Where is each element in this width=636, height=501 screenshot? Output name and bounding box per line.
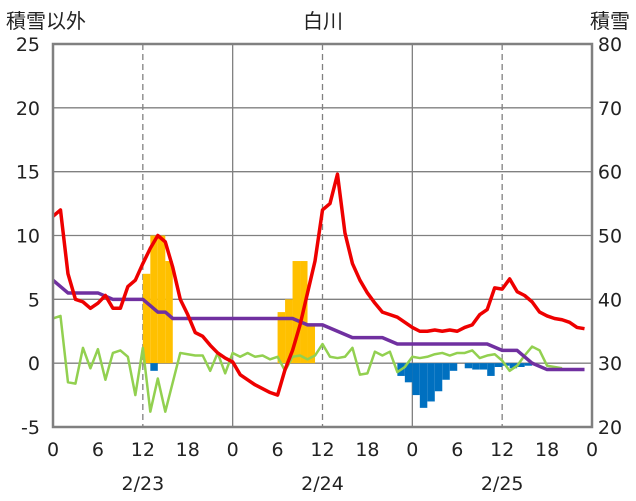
x-tick-label: 6	[272, 439, 284, 461]
right-tick-label: 70	[598, 98, 622, 120]
bar	[494, 363, 503, 367]
bar	[427, 363, 435, 402]
bar	[150, 363, 158, 371]
bar	[412, 363, 420, 396]
right-tick-label: 20	[598, 417, 622, 439]
date-label: 2/25	[481, 473, 524, 495]
series-line-humidity_like	[52, 314, 563, 413]
bar	[404, 363, 413, 383]
bar	[292, 261, 301, 364]
x-tick-label: 18	[355, 439, 379, 461]
bar	[165, 261, 173, 364]
x-tick-label: 12	[131, 439, 155, 461]
bar	[142, 273, 151, 364]
bar	[285, 299, 293, 364]
bar	[509, 363, 518, 369]
right-tick-label: 80	[598, 34, 622, 56]
bar	[434, 363, 443, 392]
bar	[487, 363, 495, 376]
left-tick-label: -5	[21, 417, 40, 439]
bar	[277, 312, 286, 364]
left-tick-label: 25	[16, 34, 40, 56]
x-tick-label: 6	[451, 439, 463, 461]
series-line-snow_depth	[51, 278, 585, 372]
x-tick-label: 18	[176, 439, 200, 461]
x-tick-label: 6	[92, 439, 104, 461]
right-tick-label: 30	[598, 353, 622, 375]
left-tick-label: 5	[28, 289, 40, 311]
bar	[157, 235, 166, 364]
date-label: 2/24	[301, 473, 344, 495]
bar	[442, 363, 450, 380]
x-tick-label: 0	[227, 439, 239, 461]
plot-area-frame	[51, 42, 594, 429]
x-tick-label: 0	[47, 439, 59, 461]
right-axis-title: 積雪	[590, 9, 630, 33]
bar	[419, 363, 428, 408]
right-tick-label: 40	[598, 289, 622, 311]
x-tick-label: 18	[535, 439, 559, 461]
left-tick-label: 20	[16, 98, 40, 120]
bar	[449, 363, 458, 371]
right-tick-label: 60	[598, 162, 622, 184]
x-tick-label: 12	[310, 439, 334, 461]
right-tick-label: 50	[598, 226, 622, 248]
bar	[307, 324, 316, 364]
bar	[150, 235, 158, 364]
chart-title: 白川	[303, 9, 343, 33]
lines-layer	[51, 172, 585, 413]
bar	[464, 363, 473, 369]
date-label: 2/23	[121, 473, 164, 495]
left-tick-label: 0	[28, 353, 40, 375]
left-tick-label: 15	[16, 162, 40, 184]
left-tick-label: 10	[16, 226, 40, 248]
bar	[479, 363, 488, 370]
x-tick-label: 0	[586, 439, 598, 461]
bar	[472, 363, 480, 370]
x-tick-label: 12	[490, 439, 514, 461]
x-tick-label: 0	[406, 439, 418, 461]
left-axis-title: 積雪以外	[6, 9, 86, 33]
series-line-temperature	[51, 172, 585, 397]
bar	[517, 363, 525, 367]
bar	[524, 363, 533, 366]
